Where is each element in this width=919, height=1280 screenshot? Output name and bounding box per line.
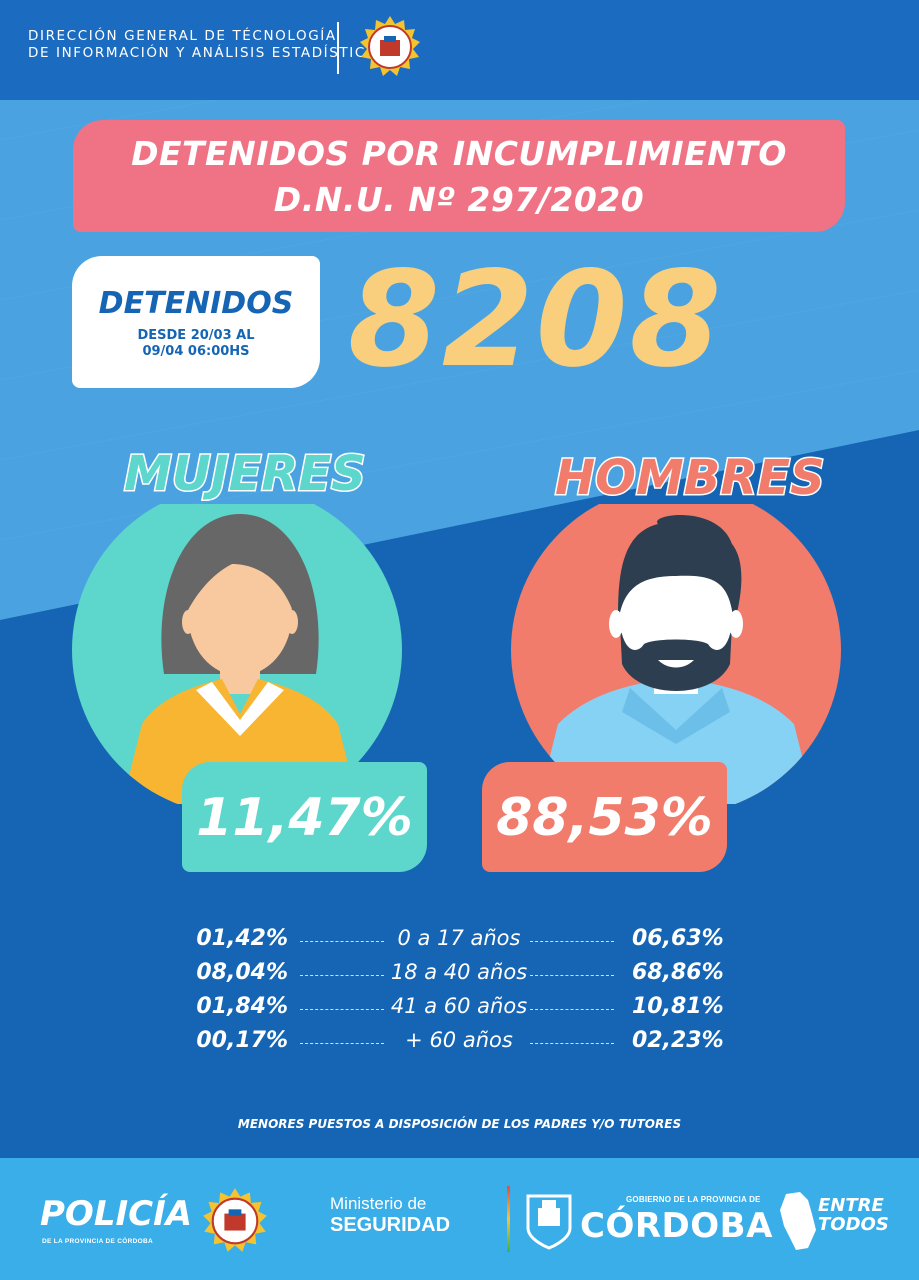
cordoba-logo-text: CÓRDOBA — [580, 1206, 773, 1246]
period-line1: DESDE 20/03 AL — [137, 328, 255, 343]
header-divider — [337, 22, 339, 74]
men-percent-card: 88,53% — [482, 762, 727, 872]
men-age-percent: 10,81% — [632, 994, 724, 1019]
header-bar: DIRECCIÓN GENERAL DE TÉCNOLOGÍA DE INFOR… — [0, 0, 919, 100]
women-age-percent: 08,04% — [196, 960, 288, 985]
org-name-line1: DIRECCIÓN GENERAL DE TÉCNOLOGÍA — [28, 28, 337, 44]
police-seal-icon — [360, 16, 420, 76]
period-line2: 09/04 06:00HS — [142, 344, 250, 359]
dash-divider — [300, 1043, 384, 1044]
age-row: 01,84% 41 a 60 años 10,81% — [0, 994, 919, 1026]
women-age-percent: 00,17% — [196, 1028, 288, 1053]
women-age-percent: 01,84% — [196, 994, 288, 1019]
age-row: 08,04% 18 a 40 años 68,86% — [0, 960, 919, 992]
gobierno-text: GOBIERNO DE LA PROVINCIA DE — [626, 1195, 761, 1204]
org-name: DIRECCIÓN GENERAL DE TÉCNOLOGÍA DE INFOR… — [28, 28, 378, 62]
detenidos-total: 8208 — [348, 243, 724, 397]
men-percent: 88,53% — [496, 788, 713, 848]
dash-divider — [530, 975, 614, 976]
detenidos-label: DETENIDOS — [98, 286, 294, 321]
ministerio-line2: SEGURIDAD — [330, 1214, 451, 1236]
todos-text: TODOS — [818, 1214, 889, 1235]
men-age-percent: 68,86% — [632, 960, 724, 985]
ministerio-line1: Ministerio de — [330, 1194, 427, 1213]
age-range: + 60 años — [405, 1028, 513, 1052]
title-banner: DETENIDOS POR INCUMPLIMIENTO D.N.U. Nº 2… — [73, 120, 845, 232]
entre-text: ENTRE — [818, 1195, 884, 1216]
women-percent: 11,47% — [196, 788, 413, 848]
minors-note: MENORES PUESTOS A DISPOSICIÓN DE LOS PAD… — [237, 1117, 682, 1131]
woman-avatar-icon — [72, 504, 402, 804]
detenidos-card: DETENIDOS DESDE 20/03 AL 09/04 06:00HS — [72, 256, 320, 388]
dash-divider — [300, 975, 384, 976]
entre-todos-logo: ENTRE TODOS — [818, 1196, 889, 1234]
age-range: 0 a 17 años — [397, 926, 521, 950]
police-seal-icon — [203, 1188, 267, 1252]
title-line2: D.N.U. Nº 297/2020 — [273, 180, 645, 219]
cordoba-shield-icon — [526, 1194, 572, 1250]
dash-divider — [530, 941, 614, 942]
age-row: 00,17% + 60 años 02,23% — [0, 1028, 919, 1060]
age-row: 01,42% 0 a 17 años 06,63% — [0, 926, 919, 958]
men-age-percent: 02,23% — [632, 1028, 724, 1053]
province-map-icon — [780, 1192, 816, 1250]
dash-divider — [530, 1009, 614, 1010]
footer-divider — [507, 1186, 510, 1252]
policia-logo-text: POLICÍA — [40, 1194, 193, 1234]
men-age-percent: 06,63% — [632, 926, 724, 951]
dash-divider — [300, 1009, 384, 1010]
age-range: 41 a 60 años — [390, 994, 528, 1018]
women-label: MUJERES — [123, 445, 368, 504]
man-avatar-icon — [511, 504, 841, 804]
women-age-percent: 01,42% — [196, 926, 288, 951]
title-line1: DETENIDOS POR INCUMPLIMIENTO — [131, 134, 787, 173]
age-range: 18 a 40 años — [390, 960, 528, 984]
women-percent-card: 11,47% — [182, 762, 427, 872]
org-name-line2: DE INFORMACIÓN Y ANÁLISIS ESTADÍSTICO — [28, 45, 379, 61]
footer-bar: POLICÍA DE LA PROVINCIA DE CÓRDOBA Minis… — [0, 1158, 919, 1280]
dash-divider — [300, 941, 384, 942]
men-label: HOMBRES — [554, 449, 827, 508]
dash-divider — [530, 1043, 614, 1044]
policia-logo-subtext: DE LA PROVINCIA DE CÓRDOBA — [42, 1238, 153, 1245]
